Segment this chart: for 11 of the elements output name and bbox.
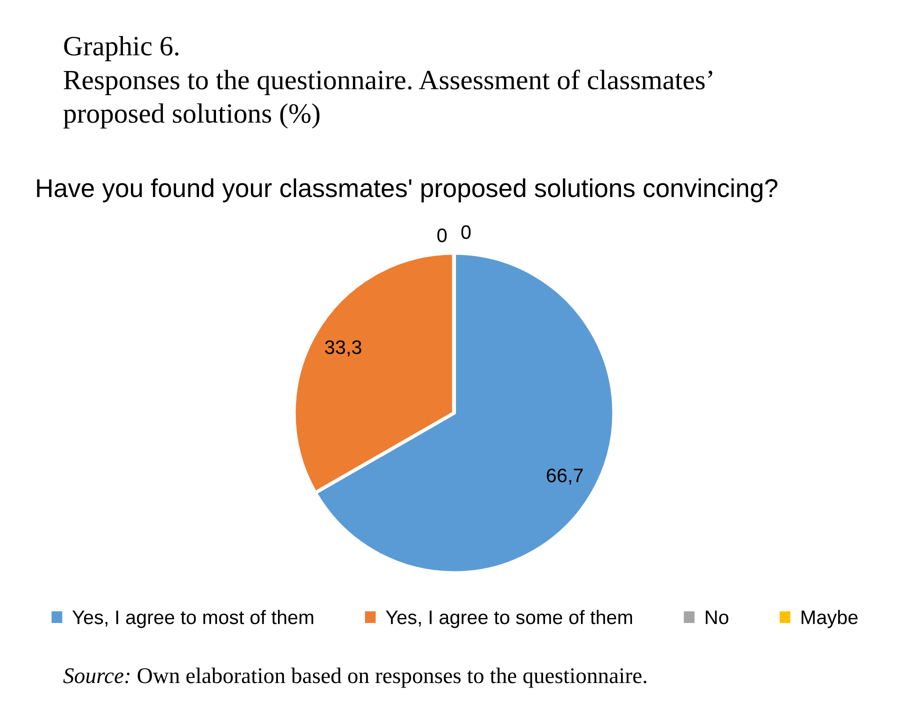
chart-title: Graphic 6. Responses to the questionnaire. Assessment of classmates’ proposed solutions (%) [63, 36, 712, 129]
text: 0 [461, 225, 471, 240]
legend-label: Maybe [802, 610, 858, 628]
chart-subtitle: Have you found your classmates' proposed solutions convincing? [37, 178, 778, 202]
legend-label: Yes, I agree to most of them [72, 610, 314, 628]
data-label: 66,7 [546, 468, 583, 485]
data-label: 33,3 [325, 340, 362, 356]
source-note: Source: Own elaboration based on responses to the questionnaire. [63, 668, 646, 688]
text: 0 [437, 228, 447, 242]
legend-label: Yes, I agree to some of them [386, 610, 632, 628]
legend-label: No [706, 610, 728, 624]
